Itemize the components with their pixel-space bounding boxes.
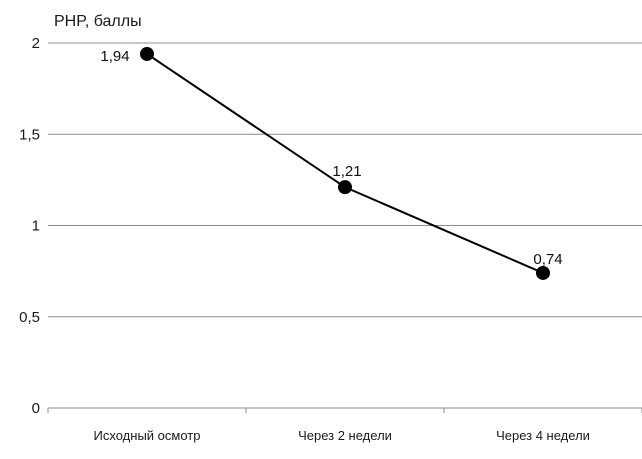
y-tick-label: 0,5 (19, 309, 40, 326)
data-points (140, 46, 550, 280)
y-axis-label: PHP, баллы (54, 13, 142, 30)
data-labels: 1,94 1,21 0,74 (100, 48, 562, 268)
data-label: 1,21 (332, 163, 361, 180)
y-tick-labels: 0 0,5 1 1,5 2 (19, 35, 40, 417)
y-tick-label: 2 (32, 35, 40, 52)
y-tick-label: 1 (32, 218, 40, 235)
y-tick-label: 1,5 (19, 126, 40, 143)
y-tick-label: 0 (32, 400, 40, 417)
x-tick-label: Через 2 недели (298, 428, 392, 443)
x-tick-labels: Исходный осмотр Через 2 недели Через 4 нед… (94, 428, 590, 443)
data-point (140, 46, 154, 61)
data-label: 0,74 (533, 251, 562, 268)
gridlines (47, 42, 642, 413)
data-point (338, 180, 352, 195)
x-tick-label: Исходный осмотр (94, 428, 201, 443)
data-label: 1,94 (100, 48, 129, 65)
data-point (536, 265, 550, 280)
x-tick-label: Через 4 недели (496, 428, 590, 443)
